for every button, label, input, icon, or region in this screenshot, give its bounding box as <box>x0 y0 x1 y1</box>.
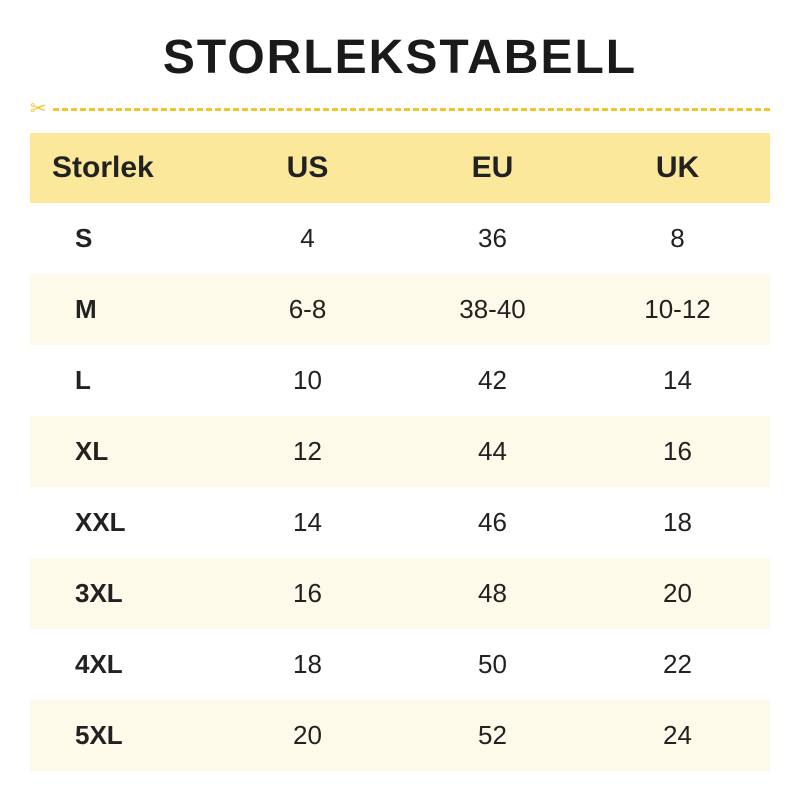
cell-uk: 10-12 <box>585 274 770 345</box>
cell-us: 20 <box>215 700 400 771</box>
cell-us: 4 <box>215 203 400 274</box>
table-row: 4XL 18 50 22 <box>30 629 770 700</box>
cell-size: 3XL <box>30 558 215 629</box>
cell-uk: 24 <box>585 700 770 771</box>
cell-eu: 38-40 <box>400 274 585 345</box>
table-row: XL 12 44 16 <box>30 416 770 487</box>
cell-size: 5XL <box>30 700 215 771</box>
cell-uk: 22 <box>585 629 770 700</box>
cell-eu: 36 <box>400 203 585 274</box>
cell-size: M <box>30 274 215 345</box>
cell-us: 18 <box>215 629 400 700</box>
cell-uk: 18 <box>585 487 770 558</box>
cell-size: XXL <box>30 487 215 558</box>
col-header-us: US <box>215 133 400 203</box>
table-row: 3XL 16 48 20 <box>30 558 770 629</box>
cell-uk: 14 <box>585 345 770 416</box>
scissor-divider: ✂ <box>30 99 770 119</box>
table-row: XXL 14 46 18 <box>30 487 770 558</box>
cell-us: 12 <box>215 416 400 487</box>
table-row: S 4 36 8 <box>30 203 770 274</box>
page-title: STORLEKSTABELL <box>30 30 770 85</box>
size-table: Storlek US EU UK S 4 36 8 M 6-8 38-40 10… <box>30 133 770 771</box>
table-row: M 6-8 38-40 10-12 <box>30 274 770 345</box>
cell-size: XL <box>30 416 215 487</box>
cell-eu: 42 <box>400 345 585 416</box>
table-row: 5XL 20 52 24 <box>30 700 770 771</box>
table-row: L 10 42 14 <box>30 345 770 416</box>
scissors-icon: ✂ <box>30 99 47 119</box>
cell-size: L <box>30 345 215 416</box>
table-header-row: Storlek US EU UK <box>30 133 770 203</box>
cell-uk: 8 <box>585 203 770 274</box>
col-header-size: Storlek <box>30 133 215 203</box>
cell-eu: 48 <box>400 558 585 629</box>
cell-eu: 52 <box>400 700 585 771</box>
cell-eu: 44 <box>400 416 585 487</box>
cell-size: S <box>30 203 215 274</box>
dashed-line <box>53 108 770 111</box>
col-header-eu: EU <box>400 133 585 203</box>
size-chart-container: STORLEKSTABELL ✂ Storlek US EU UK S 4 36… <box>0 0 800 771</box>
cell-eu: 50 <box>400 629 585 700</box>
cell-us: 16 <box>215 558 400 629</box>
col-header-uk: UK <box>585 133 770 203</box>
cell-us: 14 <box>215 487 400 558</box>
cell-us: 6-8 <box>215 274 400 345</box>
cell-eu: 46 <box>400 487 585 558</box>
cell-size: 4XL <box>30 629 215 700</box>
cell-uk: 16 <box>585 416 770 487</box>
cell-uk: 20 <box>585 558 770 629</box>
cell-us: 10 <box>215 345 400 416</box>
